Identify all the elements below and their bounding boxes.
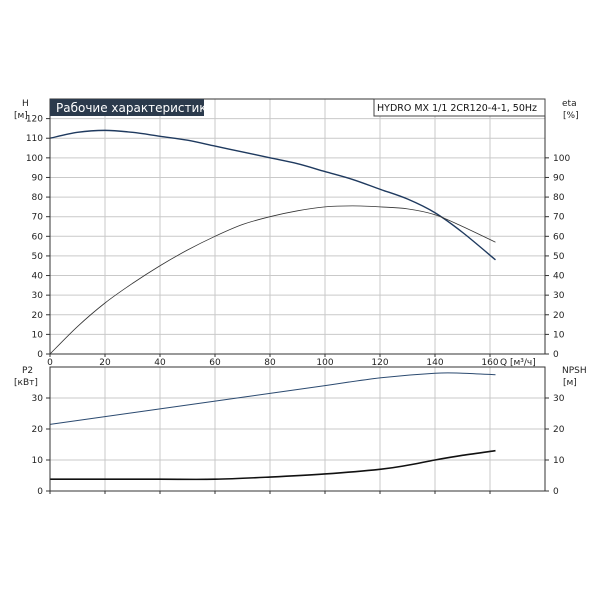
y-right-tick-label: 90 xyxy=(553,173,565,183)
x-tick-label: 40 xyxy=(154,358,166,368)
series-line-1-1 xyxy=(49,449,496,481)
y-left-tick-label: 20 xyxy=(32,425,44,435)
y-right-axis-unit: [м] xyxy=(563,378,577,388)
model-label-box xyxy=(373,98,546,117)
y-left-tick-label: 120 xyxy=(26,115,43,125)
x-tick-label: 0 xyxy=(47,358,53,368)
y-right-axis-title: eta xyxy=(562,99,577,109)
y-left-tick-label: 50 xyxy=(32,252,44,262)
y-left-tick-label: 30 xyxy=(32,291,44,301)
y-left-tick-label: 30 xyxy=(32,394,44,404)
model-label: HYDRO MX 1/1 2CR120-4-1, 50Hz xyxy=(377,103,537,114)
y-right-tick-label: 10 xyxy=(553,456,565,466)
y-right-tick-label: 30 xyxy=(553,291,565,301)
grid-layer xyxy=(50,99,545,491)
axes-layer: 0102030405060708090100110120010203040506… xyxy=(14,98,587,497)
plot-frame xyxy=(49,98,546,355)
y-left-axis-title: H xyxy=(22,99,29,109)
x-tick-label: 160 xyxy=(481,358,498,368)
y-left-axis-unit: [м] xyxy=(14,111,28,121)
y-left-tick-label: 70 xyxy=(32,213,44,223)
y-right-tick-label: 10 xyxy=(553,330,565,340)
y-right-tick-label: 20 xyxy=(553,311,565,321)
title-layer: Рабочие характеристики HYDRO MX 1/1 2CR1… xyxy=(50,98,546,117)
series-line-0-0 xyxy=(49,129,496,261)
y-left-tick-label: 90 xyxy=(32,173,44,183)
series-line-0-1 xyxy=(49,205,496,355)
y-right-tick-label: 50 xyxy=(553,252,565,262)
y-left-axis-unit: [кВт] xyxy=(14,378,38,388)
x-tick-label: 120 xyxy=(371,358,388,368)
y-left-axis-title: P2 xyxy=(22,366,33,376)
y-left-tick-label: 10 xyxy=(32,330,44,340)
x-tick-label: 60 xyxy=(209,358,221,368)
y-left-tick-label: 0 xyxy=(37,350,43,360)
y-right-tick-label: 40 xyxy=(553,272,565,282)
y-right-axis-title: NPSH xyxy=(562,366,587,376)
y-right-tick-label: 80 xyxy=(553,193,565,203)
y-left-tick-label: 10 xyxy=(32,456,44,466)
x-axis-label: Q [м³/ч] xyxy=(500,358,536,368)
y-right-tick-label: 20 xyxy=(553,425,565,435)
y-right-tick-label: 100 xyxy=(553,154,570,164)
y-right-tick-label: 70 xyxy=(553,213,565,223)
y-left-tick-label: 80 xyxy=(32,193,44,203)
x-tick-label: 80 xyxy=(264,358,276,368)
y-left-tick-label: 110 xyxy=(26,134,43,144)
y-right-axis-unit: [%] xyxy=(563,111,579,121)
x-tick-label: 140 xyxy=(426,358,443,368)
y-right-tick-label: 60 xyxy=(553,232,565,242)
series-layer xyxy=(49,129,496,481)
y-left-tick-label: 100 xyxy=(26,154,43,164)
y-right-tick-label: 30 xyxy=(553,394,565,404)
y-left-tick-label: 40 xyxy=(32,272,44,282)
chart-title-box xyxy=(50,99,204,116)
y-left-tick-label: 60 xyxy=(32,232,44,242)
y-right-tick-label: 0 xyxy=(553,350,559,360)
x-tick-label: 100 xyxy=(316,358,333,368)
y-left-tick-label: 20 xyxy=(32,311,44,321)
chart-title: Рабочие характеристики xyxy=(56,101,214,115)
y-left-tick-label: 0 xyxy=(37,487,43,497)
x-tick-label: 20 xyxy=(99,358,111,368)
y-right-tick-label: 0 xyxy=(553,487,559,497)
series-line-1-0 xyxy=(49,372,496,425)
